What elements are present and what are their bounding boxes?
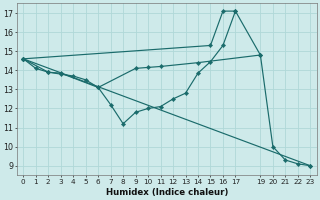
X-axis label: Humidex (Indice chaleur): Humidex (Indice chaleur) <box>106 188 228 197</box>
